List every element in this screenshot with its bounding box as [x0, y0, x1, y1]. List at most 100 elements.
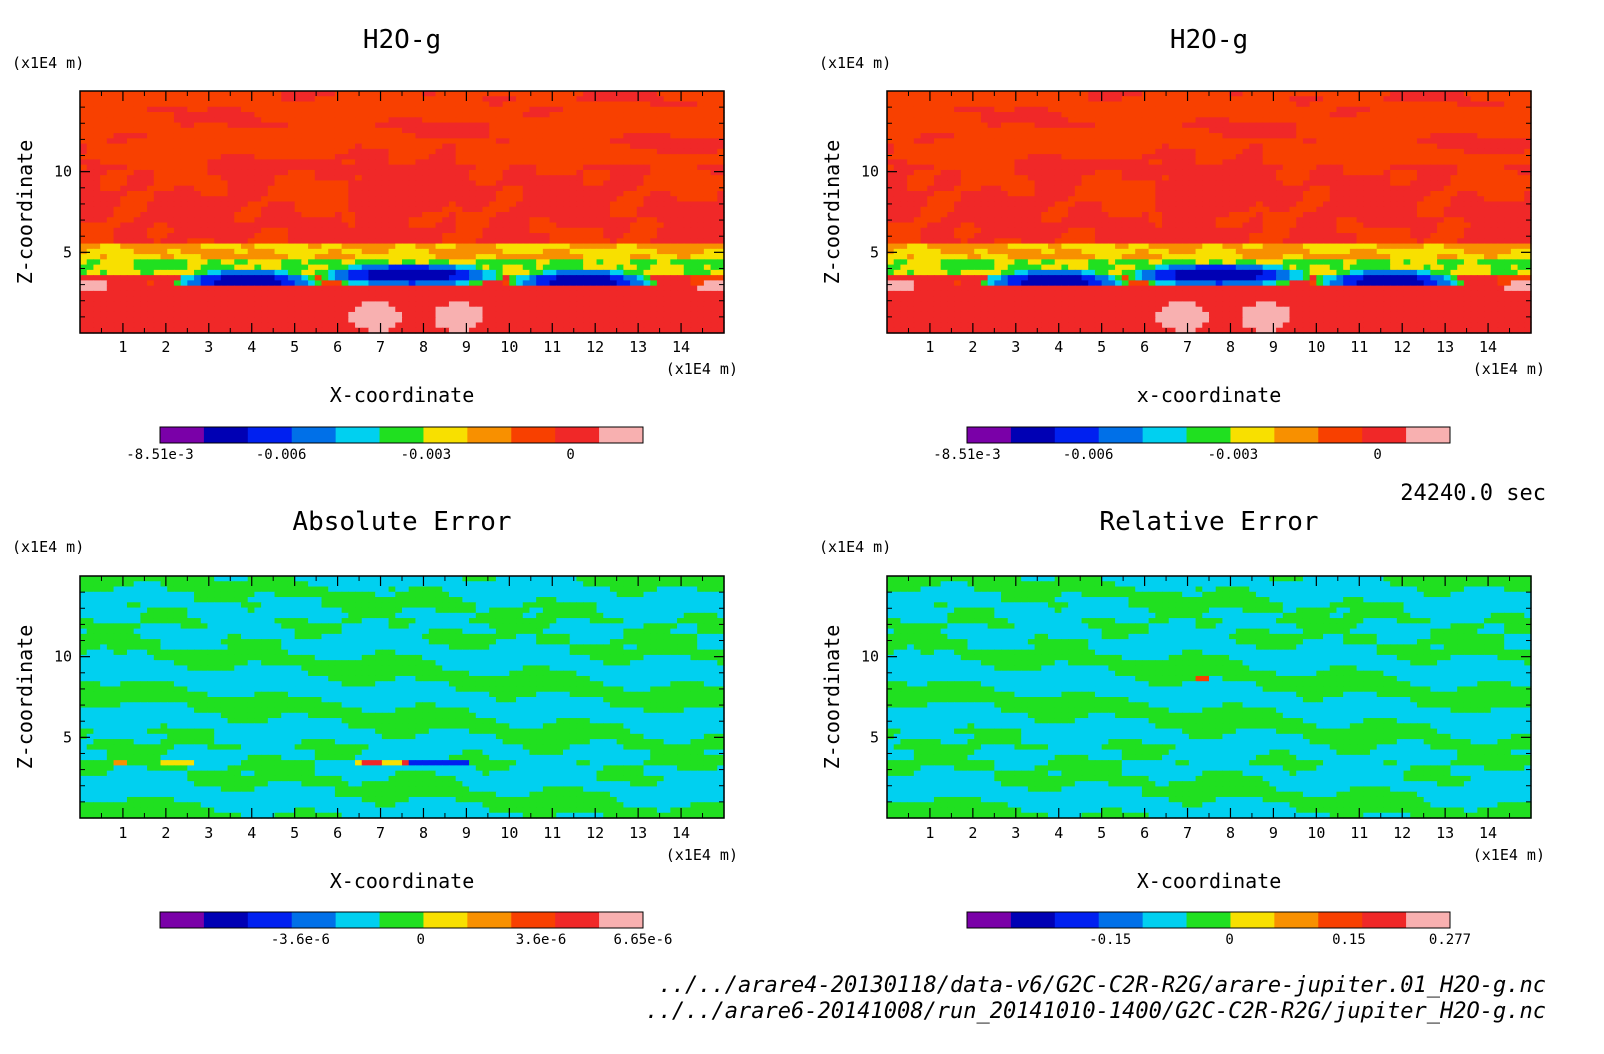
- heatmap-cell: [93, 259, 100, 265]
- heatmap-cell: [154, 254, 161, 260]
- heatmap-cell: [315, 254, 322, 260]
- heatmap-cell: [509, 128, 516, 134]
- heatmap-cell: [422, 201, 429, 207]
- heatmap-cell: [382, 117, 389, 123]
- heatmap-cell: [677, 280, 684, 286]
- heatmap-cell: [342, 123, 349, 129]
- heatmap-cell: [342, 270, 349, 276]
- heatmap-cell: [322, 102, 329, 108]
- heatmap-cell: [288, 217, 295, 223]
- heatmap-cell: [207, 170, 214, 176]
- heatmap-cell: [288, 201, 295, 207]
- heatmap-cell: [241, 254, 248, 260]
- heatmap-cell: [576, 212, 583, 218]
- heatmap-cell: [308, 317, 315, 323]
- heatmap-cell: [308, 212, 315, 218]
- heatmap-cell: [543, 149, 550, 155]
- heatmap-cell: [583, 91, 590, 97]
- heatmap-cell: [590, 149, 597, 155]
- heatmap-cell: [348, 107, 355, 113]
- heatmap-cell: [335, 280, 342, 286]
- heatmap-cell: [623, 107, 630, 113]
- heatmap-cell: [429, 291, 436, 297]
- heatmap-cell: [382, 259, 389, 265]
- heatmap-cell: [509, 270, 516, 276]
- heatmap-cell: [704, 107, 711, 113]
- heatmap-cell: [241, 186, 248, 192]
- heatmap-cell: [154, 270, 161, 276]
- heatmap-cell: [529, 112, 536, 118]
- heatmap-cell: [174, 117, 181, 123]
- heatmap-cell: [415, 228, 422, 234]
- heatmap-cell: [114, 112, 121, 118]
- heatmap-cell: [254, 191, 261, 197]
- heatmap-cell: [100, 149, 107, 155]
- heatmap-cell: [483, 254, 490, 260]
- heatmap-cell: [281, 317, 288, 323]
- heatmap-cell: [476, 286, 483, 292]
- heatmap-cell: [1471, 91, 1478, 97]
- heatmap-cell: [261, 165, 268, 171]
- heatmap-cell: [322, 128, 329, 134]
- heatmap-cell: [657, 180, 664, 186]
- heatmap-cell: [228, 165, 235, 171]
- heatmap-cell: [570, 275, 577, 281]
- heatmap-cell: [1477, 96, 1484, 102]
- heatmap-cell: [100, 223, 107, 229]
- heatmap-cell: [261, 149, 268, 155]
- y-tick-label: 5: [63, 243, 72, 261]
- heatmap-cell: [288, 280, 295, 286]
- heatmap-cell: [295, 201, 302, 207]
- heatmap-cell: [597, 154, 604, 160]
- heatmap-cell: [623, 91, 630, 97]
- heatmap-cell: [167, 128, 174, 134]
- heatmap-cell: [382, 296, 389, 302]
- heatmap-cell: [603, 233, 610, 239]
- heatmap-cell: [254, 154, 261, 160]
- heatmap-cell: [603, 196, 610, 202]
- heatmap-cell: [80, 223, 87, 229]
- heatmap-cell: [140, 312, 147, 318]
- heatmap-cell: [462, 165, 469, 171]
- heatmap-cell: [536, 128, 543, 134]
- heatmap-cell: [181, 270, 188, 276]
- heatmap-cell: [1404, 91, 1411, 97]
- heatmap-cell: [1464, 107, 1471, 113]
- heatmap-cell: [187, 154, 194, 160]
- heatmap-cell: [603, 296, 610, 302]
- heatmap-cell: [322, 265, 329, 271]
- heatmap-cell: [248, 249, 255, 255]
- heatmap-cell: [348, 280, 355, 286]
- heatmap-cell: [248, 196, 255, 202]
- heatmap-cell: [107, 117, 114, 123]
- heatmap-cell: [523, 191, 530, 197]
- heatmap-cell: [234, 291, 241, 297]
- heatmap-cell: [368, 275, 375, 281]
- heatmap-cell: [140, 117, 147, 123]
- heatmap-cell: [207, 117, 214, 123]
- heatmap-cell: [1035, 91, 1042, 97]
- heatmap-cell: [87, 207, 94, 213]
- heatmap-cell: [402, 291, 409, 297]
- heatmap-cell: [315, 175, 322, 181]
- heatmap-cell: [422, 259, 429, 265]
- heatmap-cell: [1021, 102, 1028, 108]
- heatmap-cell: [174, 123, 181, 129]
- heatmap-cell: [436, 217, 443, 223]
- heatmap-cell: [301, 217, 308, 223]
- heatmap-cell: [509, 165, 516, 171]
- heatmap-cell: [711, 102, 718, 108]
- heatmap-cell: [409, 275, 416, 281]
- heatmap-cell: [328, 301, 335, 307]
- heatmap-cell: [161, 102, 168, 108]
- heatmap-cell: [690, 312, 697, 318]
- heatmap-cell: [462, 212, 469, 218]
- heatmap-cell: [201, 201, 208, 207]
- heatmap-cell: [315, 270, 322, 276]
- heatmap-cell: [516, 317, 523, 323]
- heatmap-cell: [389, 280, 396, 286]
- heatmap-cell: [261, 196, 268, 202]
- heatmap-cell: [201, 244, 208, 250]
- heatmap-cell: [536, 133, 543, 139]
- heatmap-cell: [140, 180, 147, 186]
